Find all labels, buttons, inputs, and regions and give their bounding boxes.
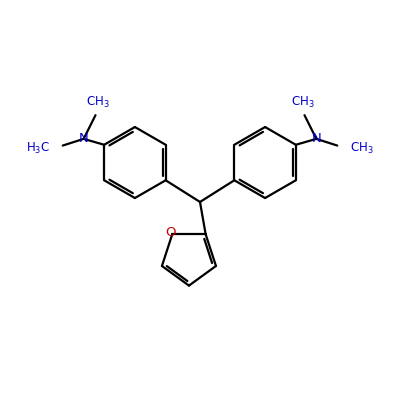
Text: CH$_3$: CH$_3$ <box>291 95 314 110</box>
Text: N: N <box>312 132 321 145</box>
Text: CH$_3$: CH$_3$ <box>86 95 109 110</box>
Text: N: N <box>79 132 88 145</box>
Text: CH$_3$: CH$_3$ <box>350 141 374 156</box>
Text: H$_3$C: H$_3$C <box>26 141 50 156</box>
Text: O: O <box>165 226 176 239</box>
